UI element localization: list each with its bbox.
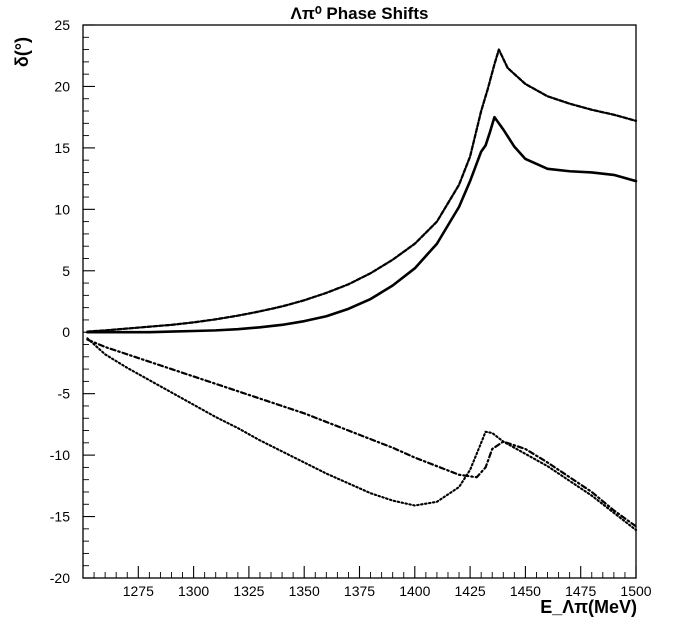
series-dash-dot-line: [86, 338, 638, 528]
y-tick-label: -10: [50, 447, 70, 463]
labels-layer: 1275 1300 1325 1350 1375 1400 1425 1450 1475 1500…: [12, 4, 652, 617]
x-tick-label: 1400: [399, 583, 430, 599]
x-tick-label: 1325: [233, 583, 264, 599]
y-axis-title: δ(°): [12, 37, 32, 67]
x-tick-label: 1500: [620, 583, 651, 599]
y-tick-label: -5: [58, 386, 71, 402]
plot-frame: [82, 24, 637, 579]
x-tick-label: 1425: [455, 583, 486, 599]
series-layer: [86, 48, 638, 532]
y-tick-label: 20: [54, 78, 70, 94]
x-tick-label: 1450: [510, 583, 541, 599]
y-tick-label: 10: [54, 201, 70, 217]
y-tick-label: -15: [50, 509, 70, 525]
y-tick-label: -20: [50, 570, 70, 586]
x-tick-label: 1350: [289, 583, 320, 599]
y-tick-label: 0: [62, 324, 70, 340]
series-dashed-line: [86, 48, 638, 333]
y-tick-label: 15: [54, 140, 70, 156]
y-tick-label: 25: [54, 17, 70, 33]
x-tick-label: 1300: [178, 583, 209, 599]
axes-layer: [82, 24, 637, 579]
y-tick-label: 5: [62, 263, 70, 279]
series-dotted-line: [86, 337, 638, 532]
chart-title: Λπ⁰ Phase Shifts: [291, 4, 429, 23]
x-tick-label: 1275: [123, 583, 154, 599]
x-tick-label: 1375: [344, 583, 375, 599]
x-tick-label: 1475: [565, 583, 596, 599]
series-solid-line: [86, 115, 638, 334]
x-axis-title: E_Λπ(MeV): [540, 597, 637, 617]
